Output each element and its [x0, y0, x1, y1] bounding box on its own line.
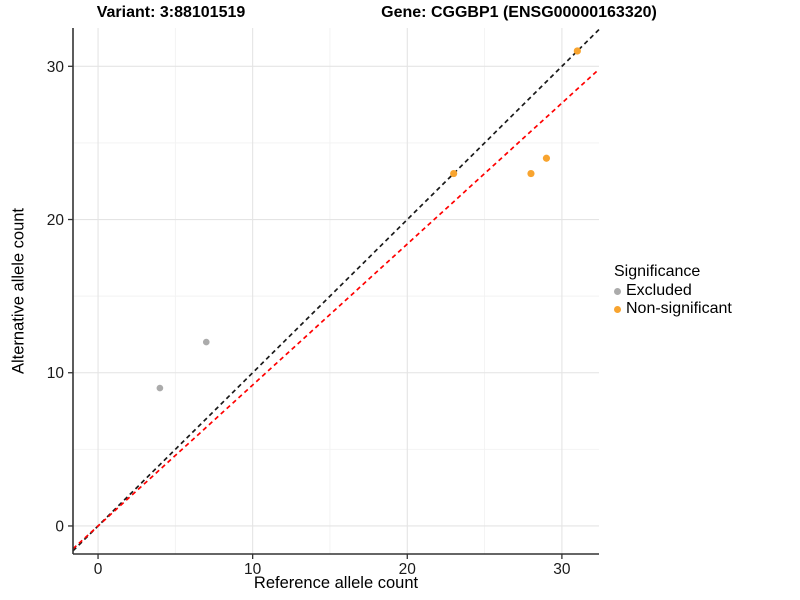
- x-tick-label: 30: [553, 561, 571, 578]
- legend-item-excluded: Excluded: [614, 282, 732, 300]
- data-point-non-significant: [450, 169, 458, 178]
- y-axis-title: Alternative allele count: [9, 207, 28, 375]
- x-axis-title: Reference allele count: [253, 574, 419, 592]
- y-tick-label: 10: [47, 365, 65, 382]
- variant-title: Variant: 3:88101519: [96, 4, 246, 21]
- data-point-excluded: [202, 338, 210, 346]
- gene-title: Gene: CGGBP1 (ENSG00000163320): [381, 4, 657, 21]
- legend-title: Significance: [614, 263, 701, 280]
- legend-item-label: Non-significant: [626, 300, 732, 317]
- data-point-non-significant: [527, 169, 535, 178]
- data-point-non-significant: [573, 47, 581, 55]
- data-point-non-significant: [542, 154, 551, 162]
- y-tick-label: 30: [47, 59, 65, 76]
- legend-item-non-significant: Non-significant: [614, 300, 732, 318]
- identity-line: [72, 28, 600, 552]
- x-tick-label: 10: [244, 561, 262, 578]
- x-tick-label: 0: [94, 561, 103, 578]
- data-point-excluded: [156, 384, 164, 392]
- non-significant-dot-icon: [614, 305, 621, 313]
- legend-item-label: Excluded: [626, 282, 692, 299]
- x-tick-label: 20: [399, 561, 417, 578]
- excluded-dot-icon: [614, 287, 621, 295]
- legend: Significance Excluded Non-significant: [614, 263, 732, 318]
- y-tick-label: 20: [47, 212, 65, 229]
- expected-ratio-line: [72, 68, 600, 550]
- y-tick-label: 0: [55, 518, 64, 535]
